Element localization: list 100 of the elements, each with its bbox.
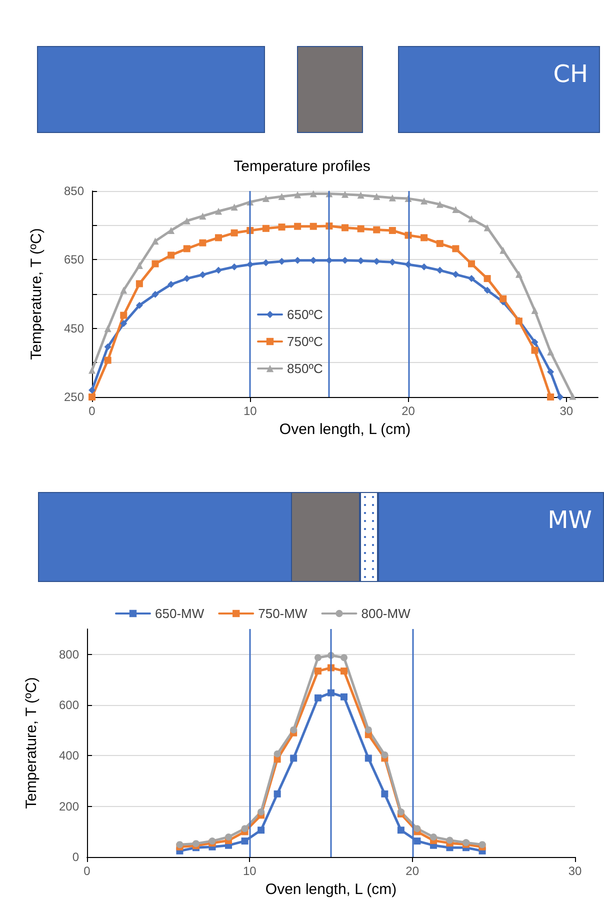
point — [241, 838, 248, 845]
point — [152, 260, 159, 268]
point — [152, 290, 159, 298]
point — [484, 286, 491, 294]
chart-title: Temperature profiles — [234, 158, 370, 175]
point — [168, 226, 175, 234]
x-tick-label: 20 — [402, 404, 416, 418]
point — [104, 356, 112, 364]
point — [414, 838, 421, 845]
point — [88, 366, 96, 374]
point — [278, 192, 286, 200]
x-axis-title: Oven length, L (cm) — [279, 420, 411, 438]
point — [381, 751, 388, 758]
point — [452, 245, 460, 252]
point — [446, 836, 454, 844]
legend-label: 750-MW — [258, 606, 308, 621]
y-axis-title: Temperature, T (ºC) — [28, 228, 45, 360]
point — [484, 275, 491, 282]
legend-label: 650ºC — [287, 307, 323, 322]
point — [388, 258, 396, 266]
point — [373, 258, 380, 265]
point — [547, 348, 554, 356]
point — [294, 222, 302, 230]
point — [290, 726, 298, 734]
point — [199, 212, 206, 220]
point — [314, 694, 322, 702]
point — [420, 263, 428, 270]
point — [262, 195, 270, 202]
y-tick-label: 850 — [64, 184, 84, 198]
y-tick-label: 800 — [58, 647, 80, 662]
y-tick-label: 200 — [58, 799, 80, 814]
point — [420, 234, 428, 242]
point — [547, 394, 554, 400]
point — [215, 208, 222, 215]
point — [364, 726, 372, 734]
point — [262, 259, 270, 266]
point — [340, 654, 348, 662]
point — [262, 224, 270, 232]
point — [430, 833, 437, 840]
point — [414, 825, 421, 832]
point — [215, 234, 222, 242]
point — [230, 263, 238, 270]
point — [342, 256, 348, 264]
point — [357, 225, 364, 232]
point — [342, 224, 348, 232]
legend-label: 650-MW — [155, 606, 205, 621]
y-tick-label: 450 — [64, 321, 84, 336]
point — [230, 229, 238, 236]
point — [342, 190, 348, 198]
point — [136, 302, 143, 309]
x-tick-label: 10 — [243, 404, 258, 418]
point — [373, 192, 380, 200]
point — [484, 224, 491, 232]
point — [183, 245, 190, 252]
x-tick-label: 0 — [88, 404, 96, 418]
point — [381, 790, 388, 798]
oven-diagram: CH — [37, 46, 600, 133]
point — [120, 312, 128, 319]
point — [397, 826, 404, 834]
point — [183, 217, 190, 224]
oven-diagram: MW — [38, 492, 604, 582]
x-tick-label: 30 — [568, 864, 582, 878]
point — [515, 270, 522, 278]
point — [199, 271, 206, 278]
point — [241, 825, 248, 832]
legend-label: 850ºC — [287, 361, 323, 376]
point — [314, 654, 322, 662]
point — [357, 192, 364, 199]
point — [388, 226, 396, 234]
point — [168, 280, 175, 288]
point — [436, 266, 444, 274]
point — [364, 754, 372, 762]
point — [290, 754, 298, 762]
y-tick-label: 650 — [64, 252, 84, 267]
point — [136, 280, 143, 288]
legend-label: 800-MW — [361, 606, 412, 621]
point — [104, 343, 112, 350]
point — [340, 693, 348, 700]
point — [436, 200, 444, 208]
y-tick-label: 250 — [64, 390, 84, 404]
point — [373, 226, 380, 234]
point — [294, 191, 302, 198]
point — [88, 386, 96, 394]
point — [274, 790, 281, 798]
point — [258, 808, 265, 816]
y-tick-label: 600 — [58, 698, 80, 712]
point — [183, 275, 190, 282]
point — [531, 346, 538, 354]
point — [357, 257, 364, 264]
point — [420, 197, 428, 204]
point — [340, 668, 348, 675]
x-tick-label: 20 — [406, 864, 420, 878]
point — [104, 325, 112, 332]
point — [500, 246, 507, 254]
point — [274, 750, 281, 758]
point — [136, 262, 143, 270]
point — [225, 833, 232, 840]
y-tick-label: 400 — [58, 748, 80, 763]
point — [388, 194, 396, 202]
point — [230, 204, 238, 211]
